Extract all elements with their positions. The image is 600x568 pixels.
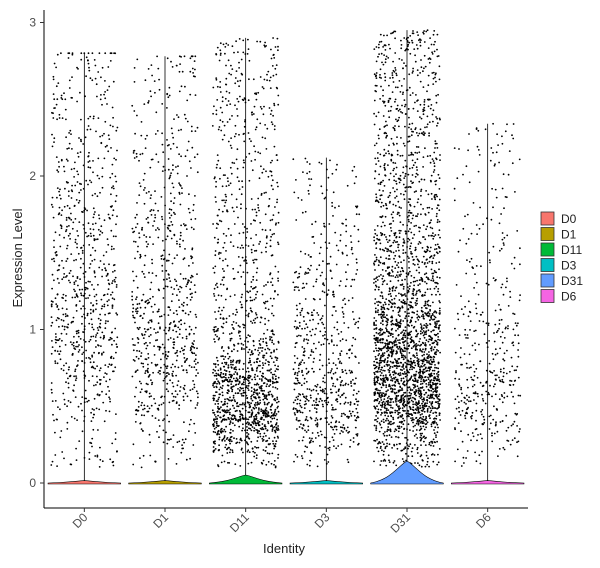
legend-label: D1 (561, 228, 577, 242)
legend-item-D3: D3 (540, 258, 577, 273)
y-tick-label: 0 (29, 476, 36, 490)
legend-key (540, 258, 555, 272)
legend-key (540, 227, 555, 241)
y-ticks: 0 1 2 3 (29, 16, 44, 490)
x-tick-label: D6 (473, 510, 494, 531)
legend-item-D11: D11 (540, 242, 582, 257)
legend-item-D31: D31 (540, 273, 583, 288)
legend-key (540, 211, 555, 226)
violins (47, 30, 525, 485)
points-D0 (50, 52, 119, 468)
legend-label: D6 (561, 290, 577, 304)
legend-item-D6: D6 (540, 289, 577, 304)
legend-key (540, 289, 555, 303)
violin-D11 (209, 37, 283, 485)
violin-D0 (47, 53, 121, 485)
x-tick-label: D0 (70, 510, 91, 531)
points-D31 (373, 29, 441, 468)
violin-D31 (370, 30, 444, 485)
axes (43, 10, 528, 509)
violin-D6 (451, 123, 525, 485)
legend-key (540, 273, 555, 288)
x-tick-label: D11 (227, 510, 252, 535)
legend-key (540, 242, 555, 257)
legend-label: D0 (561, 212, 577, 226)
x-tick-label: D31 (388, 510, 414, 536)
y-tick-label: 3 (29, 16, 36, 30)
x-tick-label: D3 (312, 510, 333, 531)
legend-item-D1: D1 (540, 227, 577, 242)
x-ticks: D0 D1 D11 D3 D31 D6 (70, 508, 494, 536)
points-D6 (453, 122, 522, 467)
legend-label: D3 (561, 259, 577, 273)
x-axis-title: Identity (263, 541, 305, 556)
legend-item-D0: D0 (540, 211, 577, 226)
points-D1 (131, 55, 199, 469)
legend-label: D31 (561, 274, 583, 288)
violin-D1 (128, 56, 202, 485)
x-tick-label: D1 (150, 510, 171, 531)
violin-D3 (289, 157, 363, 485)
legend-label: D11 (561, 243, 582, 257)
y-axis-title: Expression Level (10, 208, 25, 307)
y-tick-label: 2 (29, 169, 36, 183)
jitter-points (50, 29, 522, 469)
y-tick-label: 1 (29, 323, 36, 337)
